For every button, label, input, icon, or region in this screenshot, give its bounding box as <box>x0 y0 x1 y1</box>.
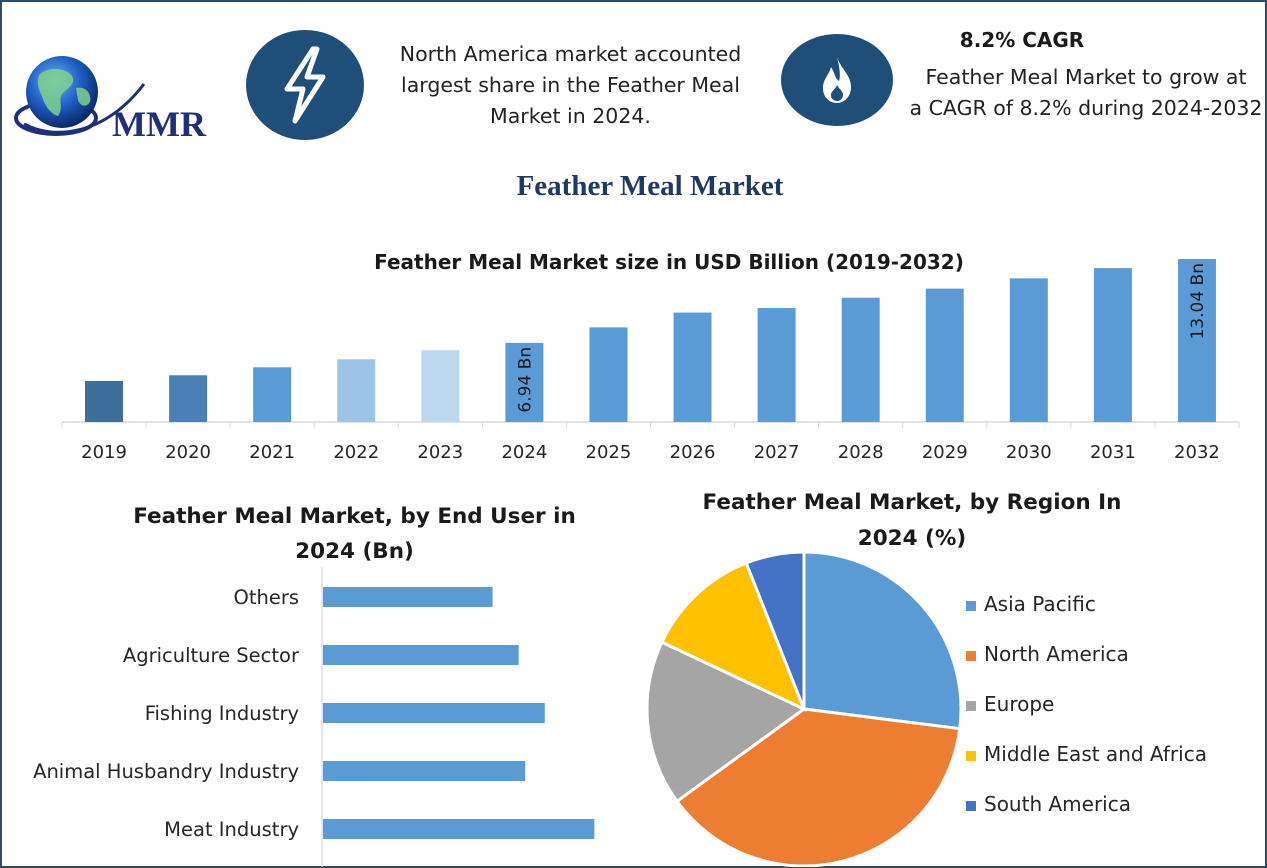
bar-2022 <box>337 359 376 422</box>
market-size-bar-chart: 2019 2020 2021 2022 2023 2024 2025 2026 2027 2028… <box>61 259 1240 463</box>
legend-swatch <box>966 801 976 811</box>
bar-2032 <box>1177 259 1216 422</box>
cagr-description: Feather Meal Market to grow at a CAGR of… <box>895 62 1267 124</box>
legend-label: Europe <box>984 692 1055 716</box>
flame-icon <box>781 34 893 126</box>
bar-2023 <box>421 350 460 422</box>
page-title: Feather Meal Market <box>516 170 784 202</box>
bar-2020 <box>169 375 208 422</box>
bar-2030 <box>1009 278 1048 422</box>
hbar-fishing-industry <box>323 703 545 723</box>
x-tick-label: 2024 <box>501 442 547 463</box>
legend-swatch <box>966 701 976 711</box>
pie-slice-north-america <box>674 707 962 867</box>
title-line: 2024 (Bn) <box>295 539 414 564</box>
bar-2029 <box>925 288 964 422</box>
category-label: Fishing Industry <box>145 702 299 725</box>
x-tick-label: 2020 <box>165 442 211 463</box>
bar-2021 <box>253 367 292 422</box>
hbar-meat-industry <box>323 819 595 839</box>
title-line: 2024 (%) <box>857 526 967 551</box>
data-label-2032: 13.04 Bn <box>1188 263 1208 340</box>
bar-2031 <box>1093 268 1132 422</box>
data-label-2024: 6.94 Bn <box>515 347 535 413</box>
hbar-animal-husbandry-industry <box>323 761 526 781</box>
cagr-title: 8.2% CAGR <box>959 28 1085 52</box>
info-line: a CAGR of 8.2% during 2024-2032 <box>909 96 1263 120</box>
info-line: Feather Meal Market to grow at <box>925 65 1247 89</box>
info-line: North America market accounted <box>399 42 742 66</box>
pie-slice-south-america <box>744 550 806 710</box>
pie-slice-europe <box>645 640 807 804</box>
info-line: Market in 2024. <box>490 104 651 128</box>
legend-swatch <box>966 651 976 661</box>
category-label: Agriculture Sector <box>123 644 300 667</box>
legend-label: Middle East and Africa <box>984 742 1207 766</box>
x-tick-label: 2025 <box>586 442 632 463</box>
x-tick-label: 2032 <box>1174 442 1220 463</box>
end-user-chart-title: Feather Meal Market, by End User in 2024… <box>102 499 607 569</box>
x-tick-label: 2023 <box>417 442 463 463</box>
bar-2025 <box>589 327 628 422</box>
title-line: Feather Meal Market, by End User in <box>133 504 576 529</box>
x-tick-label: 2019 <box>81 442 127 463</box>
legend-swatch <box>966 601 976 611</box>
x-tick-label: 2026 <box>670 442 716 463</box>
x-tick-label: 2028 <box>838 442 884 463</box>
x-tick-label: 2030 <box>1006 442 1052 463</box>
category-label: Others <box>233 586 299 609</box>
bar-chart-title: Feather Meal Market size in USD Billion … <box>374 250 964 274</box>
mmr-logo: MMR <box>14 56 207 144</box>
x-tick-label: 2031 <box>1090 442 1136 463</box>
info-line: largest share in the Feather Meal <box>401 73 740 97</box>
title-line: Feather Meal Market, by Region In <box>702 490 1122 515</box>
category-label: Animal Husbandry Industry <box>33 760 299 783</box>
legend-label: North America <box>984 642 1129 666</box>
bar-2027 <box>757 308 796 422</box>
x-tick-label: 2022 <box>333 442 379 463</box>
category-label: Meat Industry <box>164 818 299 841</box>
logo-text: MMR <box>112 104 207 144</box>
legend-label: South America <box>984 792 1131 816</box>
legend-swatch <box>966 751 976 761</box>
x-tick-label: 2029 <box>922 442 968 463</box>
bar-2028 <box>841 297 880 422</box>
end-user-bar-chart: Others Agriculture Sector Fishing Industry… <box>33 567 595 867</box>
bar-2024 <box>505 342 544 422</box>
x-tick-label: 2027 <box>754 442 800 463</box>
legend-label: Asia Pacific <box>984 592 1096 616</box>
hbar-agriculture-sector <box>323 645 519 665</box>
bar-2019 <box>85 380 124 422</box>
pie-slice-asia-pacific <box>802 550 962 731</box>
north-america-share-text: North America market accounted largest s… <box>378 39 763 132</box>
region-chart-title: Feather Meal Market, by Region In 2024 (… <box>674 485 1150 557</box>
hbar-others <box>323 587 493 607</box>
lightning-bolt-icon <box>246 30 364 140</box>
x-tick-label: 2021 <box>249 442 295 463</box>
bar-2026 <box>673 312 712 422</box>
pie-slice-middle-east-and-africa <box>659 561 807 712</box>
region-pie-chart <box>645 550 962 867</box>
